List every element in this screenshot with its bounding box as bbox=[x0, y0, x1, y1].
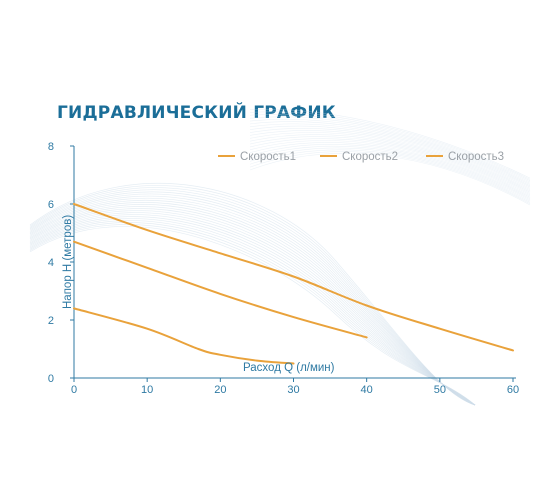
x-axis-label: Расход Q (л/мин) bbox=[243, 362, 335, 374]
wave-stroke bbox=[29, 208, 476, 406]
x-tick-label: 40 bbox=[361, 384, 373, 396]
legend-label-3: Скорость3 bbox=[448, 151, 504, 163]
wave-stroke bbox=[29, 216, 476, 406]
x-tick-label: 50 bbox=[434, 384, 446, 396]
wave-stroke bbox=[249, 144, 531, 199]
y-tick-label: 6 bbox=[48, 199, 54, 211]
x-tick-label: 20 bbox=[214, 384, 226, 396]
wave-stroke bbox=[249, 140, 531, 197]
chart-title: ГИДРАВЛИЧЕСКИЙ ГРАФИК bbox=[57, 103, 336, 123]
wave-stroke bbox=[249, 123, 531, 187]
x-tick-label: 60 bbox=[507, 384, 519, 396]
wave-stroke bbox=[249, 138, 531, 196]
wave-stroke bbox=[29, 212, 476, 406]
wave-stroke bbox=[249, 151, 531, 204]
legend: Скорость1 Скорость2 Скорость3 bbox=[218, 151, 504, 163]
wave-stroke bbox=[249, 134, 531, 193]
y-axis-label: Напор H (метров) bbox=[62, 215, 74, 309]
wave-stroke bbox=[249, 145, 531, 201]
y-tick-label: 4 bbox=[48, 257, 54, 269]
x-tick-label: 30 bbox=[287, 384, 299, 396]
series-line-3 bbox=[73, 203, 514, 352]
wave-stroke bbox=[249, 128, 531, 189]
axis-ticks: 0 10 20 30 40 50 60 0 2 4 6 8 bbox=[48, 141, 519, 396]
wave-stroke bbox=[249, 149, 531, 203]
wave-stroke bbox=[249, 116, 531, 183]
wave-stroke bbox=[249, 114, 531, 181]
wave-stroke bbox=[249, 132, 531, 192]
y-tick-label: 0 bbox=[48, 373, 54, 385]
legend-label-1: Скорость1 bbox=[240, 151, 296, 163]
legend-label-2: Скорость2 bbox=[342, 151, 398, 163]
wave-stroke bbox=[249, 153, 531, 206]
x-tick-label: 0 bbox=[71, 384, 77, 396]
wave-stroke bbox=[249, 121, 531, 185]
series-line-1 bbox=[73, 307, 295, 365]
wave-stroke bbox=[29, 214, 476, 406]
y-tick-label: 2 bbox=[48, 315, 54, 327]
wave-stroke bbox=[29, 206, 476, 406]
wave-stroke bbox=[249, 130, 531, 190]
wave-stroke bbox=[29, 220, 476, 406]
wave-stroke bbox=[29, 218, 476, 406]
series-lines bbox=[73, 203, 514, 365]
wave-stroke bbox=[249, 136, 531, 194]
x-tick-label: 10 bbox=[141, 384, 153, 396]
wave-stroke bbox=[29, 199, 476, 406]
y-tick-label: 8 bbox=[48, 141, 54, 153]
series-line-2 bbox=[73, 240, 368, 339]
wave-stroke bbox=[249, 147, 531, 202]
wave-stroke bbox=[29, 226, 476, 406]
wave-stroke bbox=[249, 108, 531, 179]
wave-stroke bbox=[249, 125, 531, 188]
wave-stroke bbox=[249, 142, 531, 198]
wave-stroke bbox=[249, 111, 531, 180]
wave-stroke bbox=[249, 119, 531, 184]
